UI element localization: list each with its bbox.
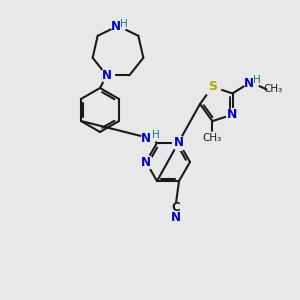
Text: N: N — [171, 211, 181, 224]
Text: N: N — [141, 155, 151, 169]
Text: N: N — [102, 69, 112, 82]
Text: N: N — [111, 20, 121, 32]
Text: N: N — [227, 108, 238, 121]
Text: H: H — [253, 75, 260, 85]
Text: N: N — [244, 77, 254, 90]
Text: S: S — [208, 80, 217, 93]
Text: H: H — [152, 130, 160, 140]
Text: N: N — [174, 136, 184, 149]
Text: CH₃: CH₃ — [263, 84, 282, 94]
Text: CH₃: CH₃ — [203, 133, 222, 143]
Text: N: N — [141, 131, 151, 145]
Text: C: C — [172, 201, 180, 214]
Text: H: H — [120, 19, 128, 29]
